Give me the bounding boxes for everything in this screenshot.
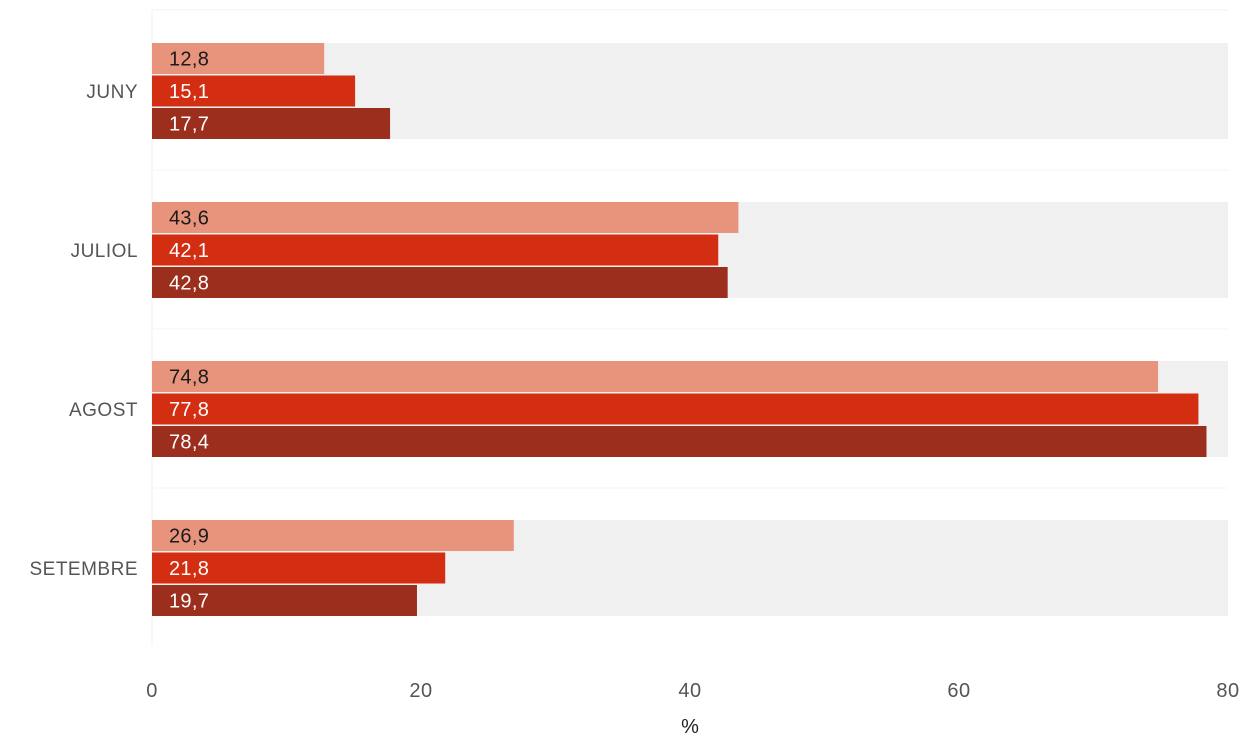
bar bbox=[152, 361, 1159, 392]
x-tick-label: 0 bbox=[146, 680, 158, 702]
bar-value-label: 21,8 bbox=[169, 558, 209, 580]
bar-value-label: 17,7 bbox=[169, 114, 209, 136]
bar bbox=[152, 393, 1199, 425]
bar-value-label: 43,6 bbox=[169, 208, 209, 230]
x-tick-label: 20 bbox=[409, 680, 432, 702]
bar bbox=[152, 552, 446, 584]
bar bbox=[152, 202, 739, 233]
x-tick-label: 60 bbox=[947, 680, 970, 702]
category-label: JULIOL bbox=[71, 241, 138, 262]
bar bbox=[152, 43, 325, 74]
bar bbox=[152, 267, 728, 298]
bar-value-label: 42,1 bbox=[169, 240, 209, 262]
category-label: SETEMBRE bbox=[29, 559, 138, 580]
x-axis-ticks: 0 20 40 60 80 bbox=[146, 680, 1239, 702]
category-labels: JUNY JULIOL AGOST SETEMBRE bbox=[29, 82, 138, 580]
category-label: JUNY bbox=[86, 82, 138, 103]
bar-value-label: 19,7 bbox=[169, 591, 209, 613]
bar bbox=[152, 75, 356, 107]
bar bbox=[152, 108, 391, 139]
bar-value-label: 15,1 bbox=[169, 81, 209, 103]
bar-value-label: 77,8 bbox=[169, 399, 209, 421]
bar-value-label: 12,8 bbox=[169, 49, 209, 71]
bar-value-label: 26,9 bbox=[169, 526, 209, 548]
bar bbox=[152, 234, 719, 266]
bar bbox=[152, 585, 417, 616]
bar-value-labels: 12,8 15,1 17,7 43,6 42,1 42,8 74,8 77,8 78,4 26,9… bbox=[169, 49, 209, 613]
bar bbox=[152, 520, 514, 551]
bar-value-label: 42,8 bbox=[169, 273, 209, 295]
bar-value-label: 78,4 bbox=[169, 432, 209, 454]
bars bbox=[152, 43, 1207, 616]
x-axis-title: % bbox=[681, 716, 699, 738]
category-label: AGOST bbox=[69, 400, 138, 421]
x-tick-label: 40 bbox=[678, 680, 701, 702]
bar-value-label: 74,8 bbox=[169, 367, 209, 389]
bar bbox=[152, 426, 1207, 457]
x-tick-label: 80 bbox=[1216, 680, 1239, 702]
